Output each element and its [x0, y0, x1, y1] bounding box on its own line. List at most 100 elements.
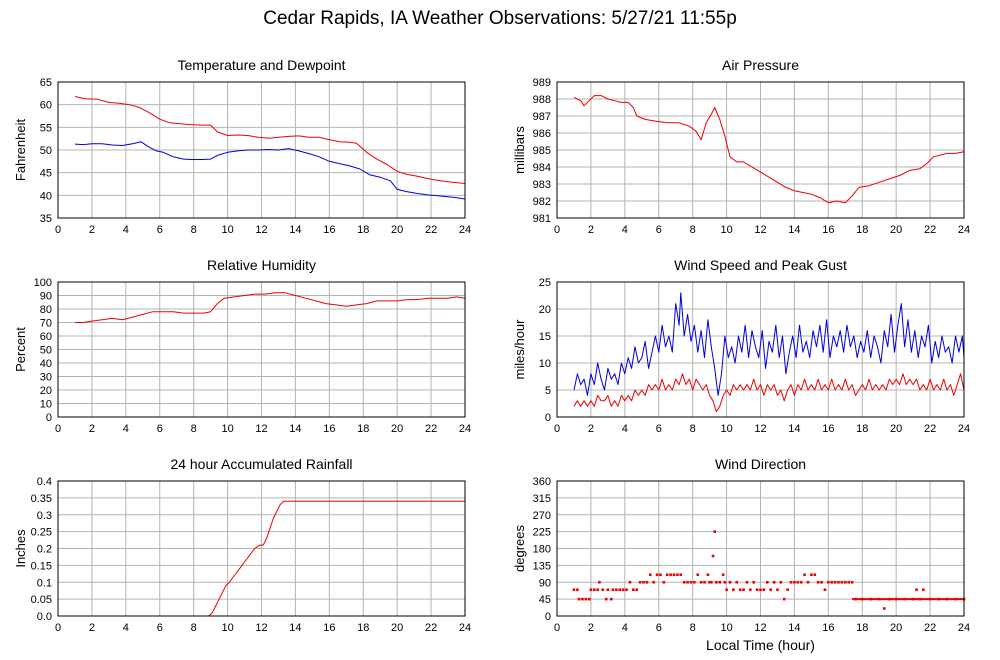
- y-tick-label: 40: [40, 358, 52, 370]
- direction-point: [840, 580, 844, 584]
- direction-point: [827, 580, 830, 584]
- y-tick-label: 0: [46, 412, 52, 424]
- x-tick-label: 2: [588, 622, 594, 634]
- y-tick-label: 100: [34, 277, 52, 289]
- direction-point: [789, 580, 793, 584]
- direction-point: [676, 573, 679, 577]
- direction-point: [803, 573, 806, 577]
- y-tick-label: 50: [40, 345, 52, 357]
- direction-point: [903, 597, 906, 601]
- x-tick-label: 20: [890, 622, 902, 634]
- y-tick-label: 0: [545, 611, 551, 623]
- y-tick-label: 986: [533, 128, 551, 140]
- direction-point: [833, 580, 837, 584]
- direction-point: [837, 580, 840, 584]
- y-tick-label: 45: [40, 168, 52, 180]
- direction-point: [572, 588, 576, 592]
- direction-point: [806, 580, 810, 584]
- y-tick-label: 315: [533, 493, 551, 505]
- direction-point: [577, 597, 581, 601]
- direction-point: [669, 573, 672, 577]
- x-tick-label: 20: [890, 423, 902, 435]
- y-tick-label: 989: [533, 77, 551, 89]
- direction-point: [728, 580, 732, 584]
- direction-point: [752, 580, 756, 584]
- direction-point: [799, 580, 803, 584]
- direction-point: [786, 588, 789, 592]
- temperature-chart: 0 2 4 6 8 10 12 14 16 18 20 22 2435404550556065Tempe…: [13, 57, 471, 236]
- direction-point: [715, 580, 718, 584]
- direction-point: [638, 580, 642, 584]
- x-tick-label: 22: [425, 622, 437, 634]
- x-tick-label: 18: [357, 622, 369, 634]
- x-tick-label: 18: [856, 423, 868, 435]
- x-tick-label: 4: [622, 224, 628, 236]
- y-tick-label: 360: [533, 476, 551, 488]
- x-tick-label: 0: [554, 423, 560, 435]
- direction-point: [945, 597, 949, 601]
- x-tick-label: 18: [856, 622, 868, 634]
- direction-point: [611, 588, 615, 592]
- x-tick-label: 16: [822, 224, 834, 236]
- x-tick-label: 18: [856, 224, 868, 236]
- direction-point: [718, 580, 722, 584]
- x-tick-label: 20: [890, 224, 902, 236]
- direction-point: [769, 588, 772, 592]
- x-tick-label: 16: [323, 423, 335, 435]
- direction-point: [581, 597, 584, 601]
- x-tick-label: 4: [123, 224, 129, 236]
- x-tick-label: 2: [89, 224, 95, 236]
- direction-ylabel: degrees: [512, 525, 527, 572]
- x-tick-label: 24: [958, 622, 970, 634]
- direction-point: [937, 597, 940, 601]
- x-tick-label: 6: [157, 224, 163, 236]
- y-tick-label: 55: [40, 122, 52, 134]
- humidity-chart: 0 2 4 6 8 10 12 14 16 18 20 22 240102030405060708090…: [13, 257, 471, 435]
- x-tick-label: 10: [221, 423, 233, 435]
- x-tick-label: 2: [588, 423, 594, 435]
- y-tick-label: 983: [533, 179, 551, 191]
- direction-point: [843, 580, 847, 584]
- direction-point: [642, 580, 645, 584]
- direction-point: [755, 588, 759, 592]
- y-tick-label: 10: [40, 399, 52, 411]
- temperature-series-red: [74, 96, 466, 184]
- y-tick-label: 982: [533, 196, 551, 208]
- direction-point: [847, 580, 850, 584]
- x-tick-label: 4: [123, 423, 129, 435]
- x-tick-label: 24: [459, 423, 471, 435]
- direction-point: [589, 588, 593, 592]
- direction-point: [711, 554, 715, 558]
- wind-title: Wind Speed and Peak Gust: [674, 257, 847, 273]
- x-tick-label: 12: [754, 423, 766, 435]
- direction-point: [738, 588, 742, 592]
- direction-point: [772, 580, 776, 584]
- direction-point: [854, 597, 857, 601]
- y-tick-label: 20: [40, 385, 52, 397]
- direction-point: [813, 573, 817, 577]
- x-tick-label: 18: [357, 224, 369, 236]
- direction-point: [816, 580, 820, 584]
- x-tick-label: 14: [788, 423, 800, 435]
- y-tick-label: 15: [539, 331, 551, 343]
- x-tick-label: 6: [157, 622, 163, 634]
- y-tick-label: 135: [533, 560, 551, 572]
- y-tick-label: 40: [40, 190, 52, 202]
- wind-series-red: [573, 373, 965, 413]
- direction-point: [703, 580, 706, 584]
- direction-point: [830, 580, 834, 584]
- x-tick-label: 4: [123, 622, 129, 634]
- direction-point: [765, 580, 769, 584]
- pressure-series-red: [573, 95, 965, 204]
- direction-point: [922, 588, 925, 592]
- y-tick-label: 985: [533, 145, 551, 157]
- direction-point: [593, 588, 596, 592]
- y-tick-label: 0.05: [31, 594, 52, 606]
- x-tick-label: 20: [391, 224, 403, 236]
- temperature-series-blue: [74, 141, 466, 200]
- x-tick-label: 0: [55, 224, 61, 236]
- temperature-frame: [57, 81, 466, 219]
- x-tick-label: 14: [289, 224, 301, 236]
- y-tick-label: 60: [40, 100, 52, 112]
